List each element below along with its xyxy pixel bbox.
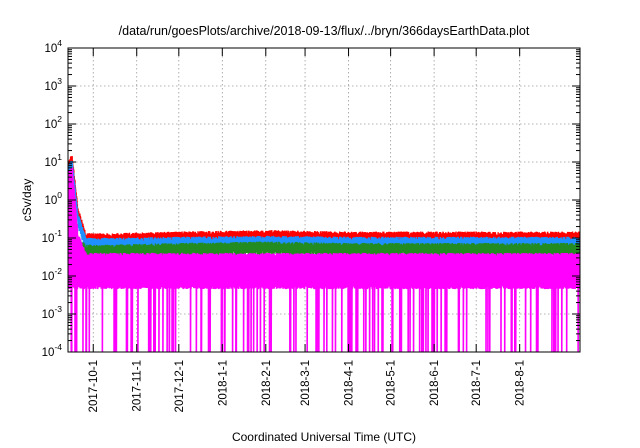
y-tick-label: 101 [44, 152, 62, 169]
axes [67, 47, 581, 353]
x-tick-label: 2018-5-1 [386, 360, 398, 406]
x-tick-label: 2018-2-1 [261, 360, 273, 406]
x-tick-label: 2018-7-1 [471, 360, 483, 406]
x-tick-label: 2017-12-1 [174, 360, 186, 412]
plot-area [68, 156, 580, 352]
y-tick-label: 103 [44, 76, 62, 93]
chart-title: /data/run/goesPlots/archive/2018-09-13/f… [119, 24, 530, 38]
y-tick-exponent: 0 [57, 190, 62, 200]
x-tick-label: 2017-11-1 [132, 360, 144, 412]
plot-frame [67, 47, 581, 353]
y-axis-label: cSv/day [20, 179, 34, 222]
y-tick-label: 102 [44, 114, 62, 131]
y-tick-label: 104 [44, 38, 62, 55]
y-tick-exponent: -3 [54, 304, 62, 314]
y-tick-label: 10-2 [42, 266, 63, 283]
y-tick-base: 10 [44, 195, 57, 207]
x-tick-label: 2017-10-1 [88, 360, 100, 412]
x-tick-label: 2018-6-1 [429, 360, 441, 406]
x-tick-labels: 2017-10-1 2017-11-1 2017-12-1 2018-1-1 2018-… [88, 360, 526, 412]
x-tick-label: 2018-4-1 [344, 360, 356, 406]
y-tick-base: 10 [44, 119, 57, 131]
y-tick-base: 10 [44, 157, 57, 169]
y-tick-exponent: 1 [57, 152, 62, 162]
y-tick-exponent: 2 [57, 114, 62, 124]
x-axis-label: Coordinated Universal Time (UTC) [232, 430, 416, 444]
y-tick-exponent: -4 [54, 342, 62, 352]
series-3-line [68, 167, 580, 352]
series-0-line [68, 156, 580, 248]
y-tick-base: 10 [44, 43, 57, 55]
y-tick-base: 10 [42, 347, 55, 359]
x-tick-label: 2018-3-1 [300, 360, 312, 406]
x-tick-label: 2018-8-1 [515, 360, 527, 406]
series-2-line [68, 195, 580, 260]
y-tick-exponent: 4 [57, 38, 62, 48]
y-tick-exponent: -2 [54, 266, 62, 276]
y-tick-label: 10-3 [42, 304, 63, 321]
x-tick-label: 2018-1-1 [217, 360, 229, 406]
y-tick-exponent: -1 [54, 228, 62, 238]
y-tick-label: 100 [44, 190, 62, 207]
y-tick-base: 10 [42, 309, 55, 321]
y-tick-exponent: 3 [57, 76, 62, 86]
y-tick-label: 10-4 [42, 342, 63, 359]
y-tick-base: 10 [42, 271, 55, 283]
y-tick-label: 10-1 [42, 228, 63, 245]
y-tick-base: 10 [44, 81, 57, 93]
series-1-line [68, 160, 580, 253]
y-tick-base: 10 [42, 233, 55, 245]
